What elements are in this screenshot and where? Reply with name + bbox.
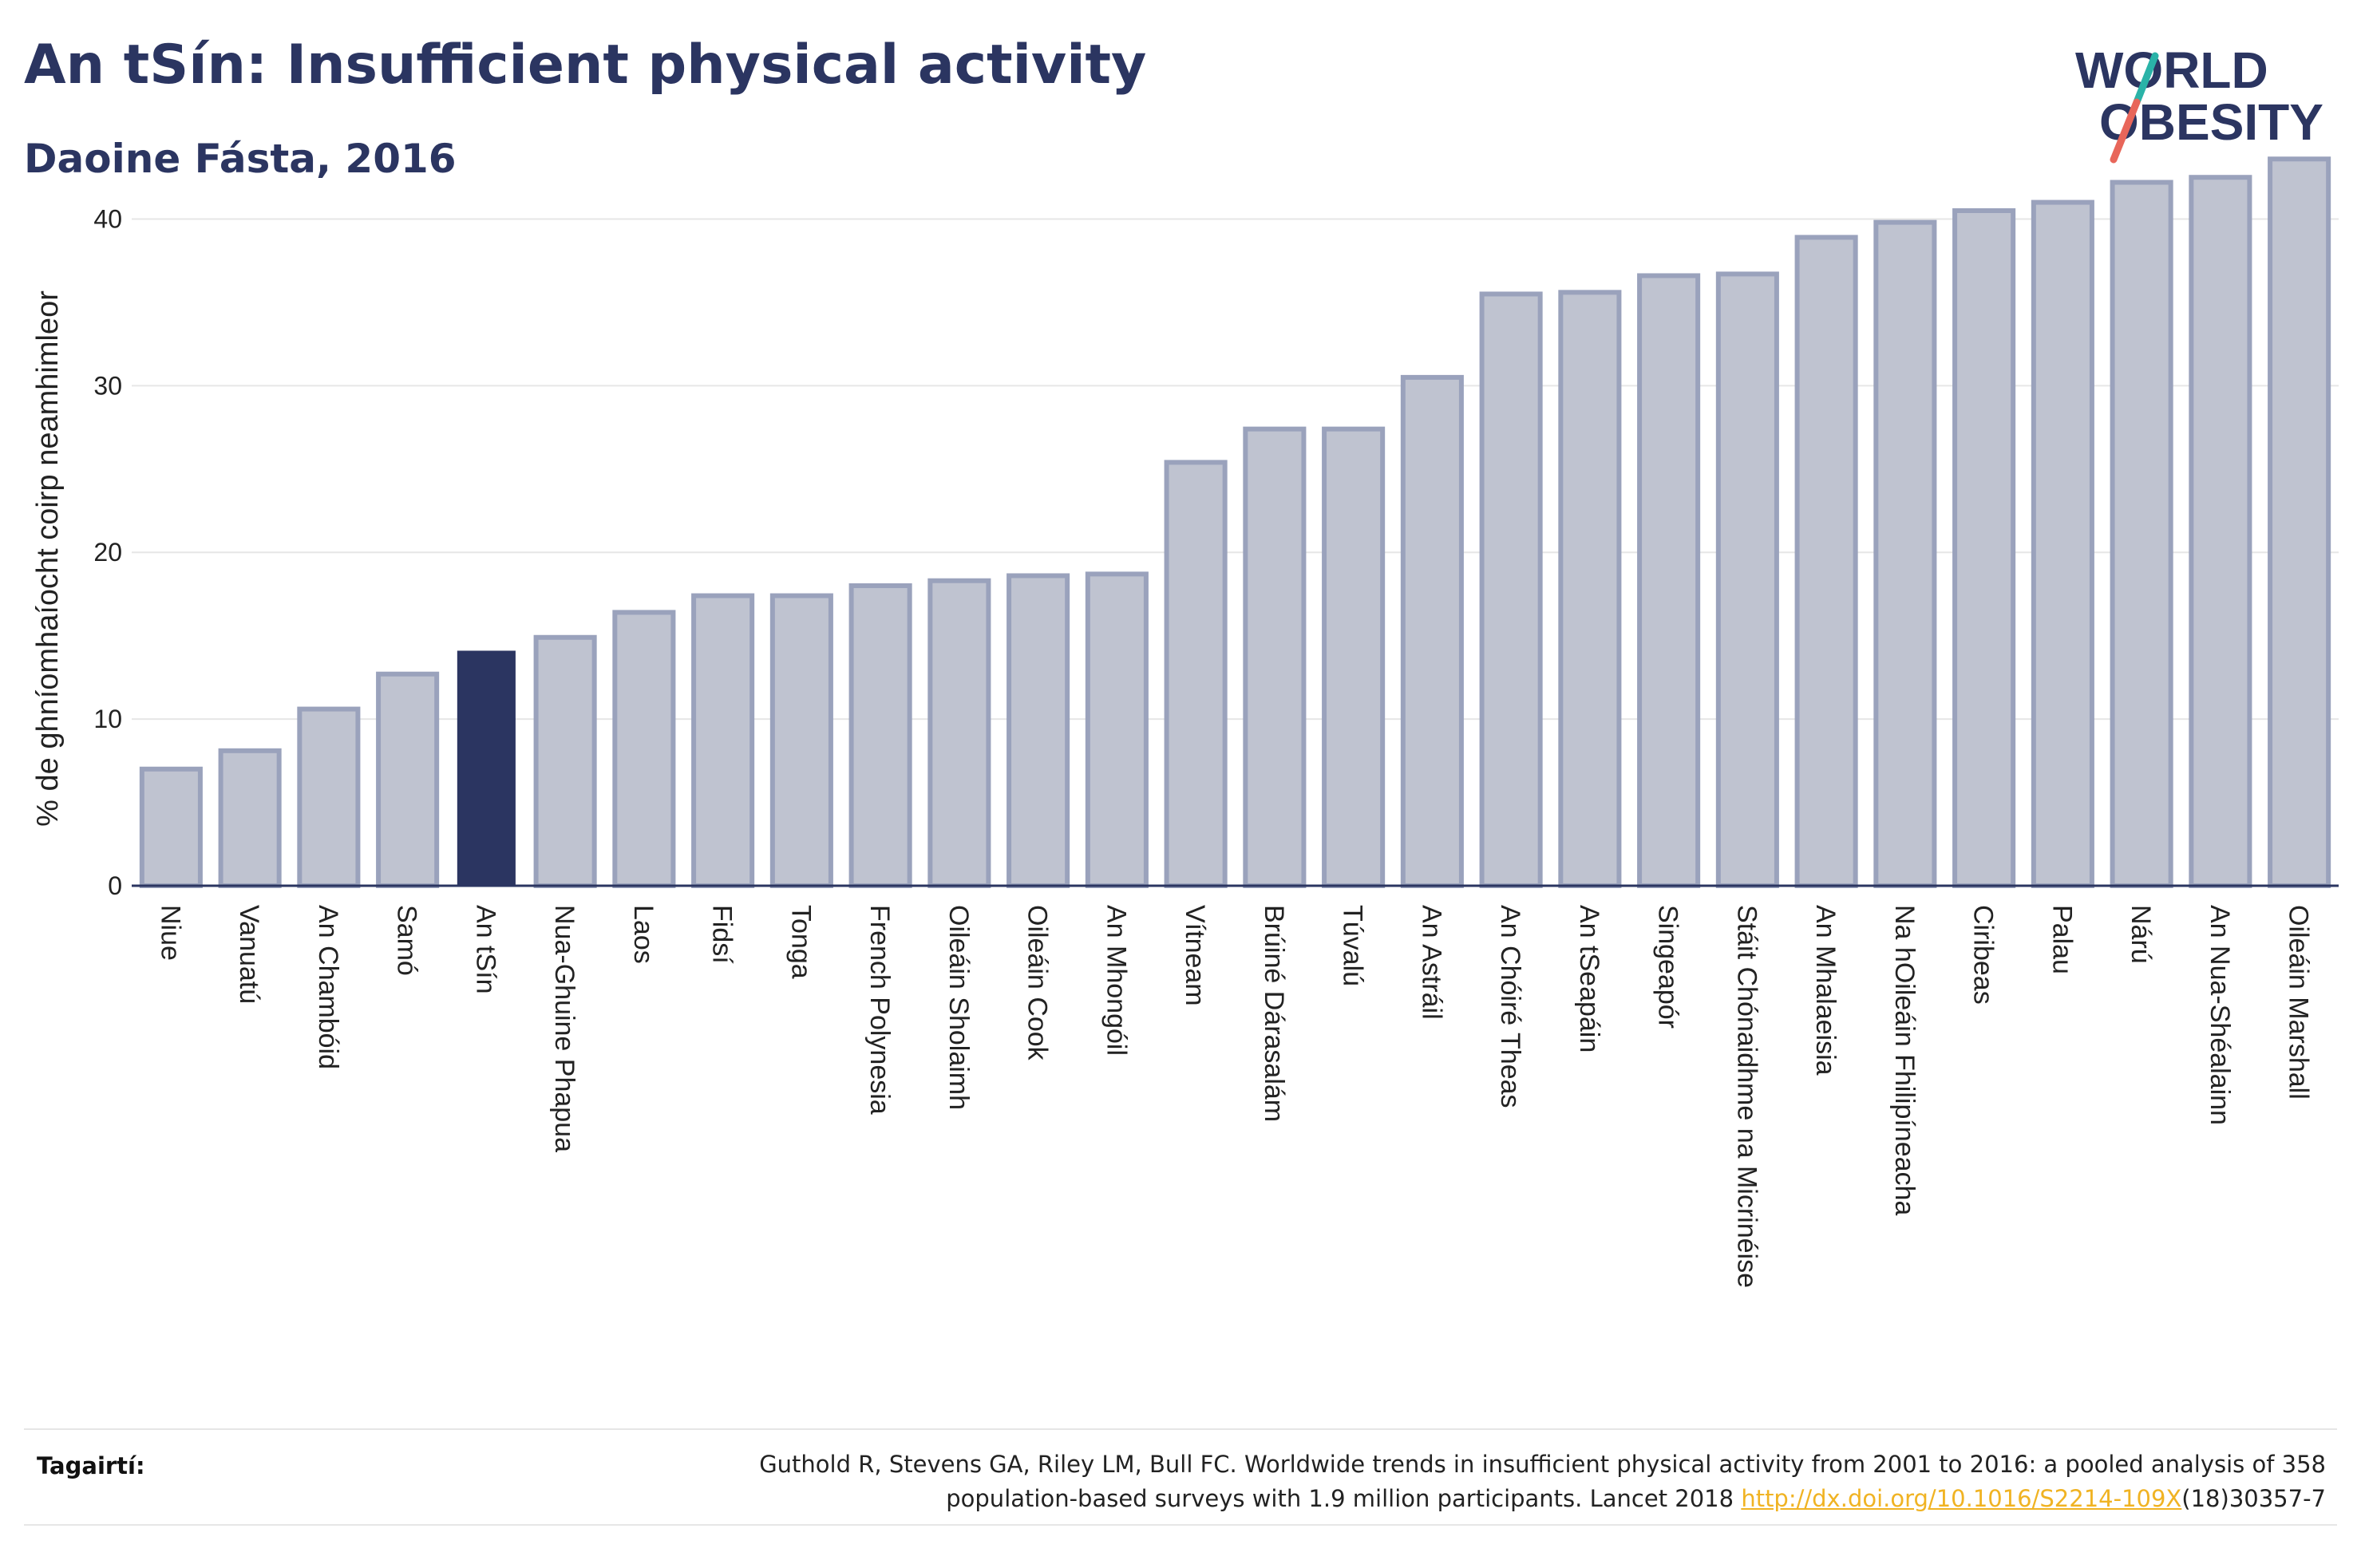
reference-divider-bottom [24,1524,2337,1526]
x-tick-label: Túvalú [1338,905,1368,986]
x-tick-label: Laos [628,905,658,964]
x-tick-label: An Mhalaeisia [1810,905,1841,1076]
references-label: Tagairtí: [37,1452,145,1479]
bar [1479,291,1543,888]
bar [2110,180,2173,888]
bar [691,593,755,888]
world-obesity-logo: WORLD OBESITY [2075,40,2347,168]
bar [1952,208,2016,888]
reference-divider-top [24,1428,2337,1430]
bar [1637,273,1701,888]
x-tick-label: Vanuatú [234,905,264,1004]
bar [1322,426,1386,888]
bar [1794,235,1858,888]
x-tick-label: Singeapór [1653,905,1683,1029]
bar [1006,573,1070,888]
x-tick-label: Oileáin Cook [1022,905,1053,1061]
x-tick-label: Oileáin Sholaimh [943,905,974,1110]
bar [2031,199,2094,889]
bar [927,578,991,888]
x-tick-label: An Nua-Shéalainn [2205,905,2235,1125]
reference-doi-link[interactable]: http://dx.doi.org/10.1016/S2214-109X [1741,1485,2182,1512]
y-tick-label: 30 [93,371,122,400]
bar [218,748,282,888]
bar [2268,156,2331,888]
bar [139,766,203,888]
logo-slash-bottom [2110,98,2141,164]
x-tick-label: Palau [2047,905,2077,974]
x-tick-label: Samó [392,905,422,976]
y-tick-label: 0 [108,871,122,900]
bar [297,706,361,888]
bar [1558,290,1622,889]
bar [1715,271,1779,888]
logo-slash-top [2133,52,2159,106]
y-tick-label: 20 [93,538,122,567]
bar [2189,175,2252,888]
bar [848,583,912,888]
y-tick-label: 40 [93,204,122,233]
x-tick-label: Tonga [785,905,816,979]
x-tick-label: Nua-Ghuine Phapua [549,905,579,1152]
x-tick-label: Fidsí [707,905,738,964]
x-tick-label: Vítneam [1180,905,1210,1006]
bar [769,593,833,888]
x-tick-label: Ciribeas [1968,905,1999,1005]
x-tick-label: An Astráil [1416,905,1446,1020]
bar-highlight [457,650,516,886]
bar [533,634,597,888]
x-tick-label: An Chóiré Theas [1495,905,1525,1108]
bar [1873,219,1937,889]
x-tick-label: An tSín [470,905,500,994]
bar [1164,460,1228,888]
references-text: Guthold R, Stevens GA, Riley LM, Bull FC… [490,1448,2326,1516]
x-tick-label: French Polynesia [864,905,895,1115]
x-tick-label: An tSeapáin [1574,905,1604,1053]
chart-title: An tSín: Insufficient physical activity [24,34,1147,97]
x-tick-label: Niue [155,905,185,961]
x-tick-label: Na hOileáin Fhilipíneacha [1889,905,1920,1215]
y-tick-label: 10 [93,705,122,733]
bar [612,610,676,889]
reference-line2-end: (18)30357-7 [2181,1485,2326,1512]
bar [1243,426,1307,888]
reference-line1: Guthold R, Stevens GA, Riley LM, Bull FC… [759,1451,2326,1478]
reference-line2: population-based surveys with 1.9 millio… [946,1485,1742,1512]
x-tick-label: Nárú [2126,905,2156,964]
bar [376,671,440,888]
y-axis-title: % de ghníomhaíocht coirp neamhimleor [31,290,65,827]
x-tick-label: An Mhongóil [1101,905,1131,1056]
x-tick-label: Stáit Chónaidhme na Micrinéise [1731,905,1762,1288]
chart-subtitle: Daoine Fásta, 2016 [24,136,457,182]
bar-chart: 0 10 20 30 40 % de ghníomhaíocht coirp neamhi… [31,156,2339,1288]
bar [1400,374,1464,888]
x-tick-label: Brúiné Dárasalám [1259,905,1289,1122]
logo-line1: WORLD [2075,41,2268,99]
x-tick-label: An Chambóid [313,905,343,1069]
bar [1085,571,1149,889]
x-tick-label: Oileáin Marshall [2284,905,2314,1100]
